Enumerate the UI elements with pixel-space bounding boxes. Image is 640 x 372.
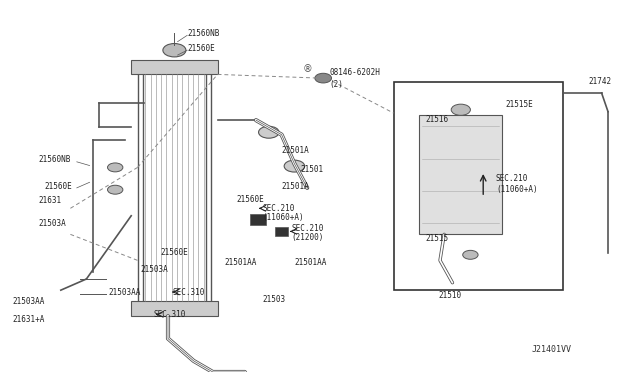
Text: 21560NB: 21560NB xyxy=(188,29,220,38)
Text: 21560E: 21560E xyxy=(45,182,72,190)
Bar xyxy=(138,67,211,309)
Text: 21510: 21510 xyxy=(438,291,461,300)
Text: (21200): (21200) xyxy=(291,233,324,242)
Text: J21401VV: J21401VV xyxy=(531,345,571,354)
Text: 21503AA: 21503AA xyxy=(109,288,141,296)
Text: (11060+A): (11060+A) xyxy=(262,213,304,222)
Circle shape xyxy=(108,163,123,172)
Circle shape xyxy=(259,126,279,138)
Text: 21501A: 21501A xyxy=(282,182,309,190)
Text: 21503A: 21503A xyxy=(141,265,168,274)
Text: 21631+A: 21631+A xyxy=(13,315,45,324)
Circle shape xyxy=(463,250,478,259)
Text: SEC.210: SEC.210 xyxy=(262,204,295,213)
Text: SEC.310: SEC.310 xyxy=(154,310,186,319)
Text: 21515E: 21515E xyxy=(506,100,533,109)
Circle shape xyxy=(451,104,470,115)
Text: SEC.310: SEC.310 xyxy=(173,288,205,296)
Text: 21560NB: 21560NB xyxy=(38,155,71,164)
Bar xyxy=(143,70,206,306)
Text: ®: ® xyxy=(302,64,312,74)
Text: 21742: 21742 xyxy=(589,77,612,86)
Text: 08146-6202H: 08146-6202H xyxy=(330,68,380,77)
Text: 21501AA: 21501AA xyxy=(224,258,257,267)
Text: 21501A: 21501A xyxy=(282,146,309,155)
Bar xyxy=(131,60,218,74)
Text: 21501: 21501 xyxy=(301,165,324,174)
Text: 21503: 21503 xyxy=(262,295,285,304)
Circle shape xyxy=(163,44,186,57)
Circle shape xyxy=(284,160,305,172)
Text: 21501AA: 21501AA xyxy=(294,258,327,267)
Bar xyxy=(250,214,266,225)
Circle shape xyxy=(315,73,332,83)
Circle shape xyxy=(108,185,123,194)
Bar xyxy=(394,82,563,290)
Bar xyxy=(419,115,502,234)
Bar xyxy=(131,301,218,316)
Text: 21503AA: 21503AA xyxy=(13,297,45,306)
Text: 21631: 21631 xyxy=(38,196,61,205)
Text: (2): (2) xyxy=(330,80,344,89)
Text: 21560E: 21560E xyxy=(188,44,215,53)
Text: SEC.210: SEC.210 xyxy=(291,224,324,233)
Text: 21503A: 21503A xyxy=(38,219,66,228)
Bar xyxy=(275,227,288,236)
Text: 21560E: 21560E xyxy=(160,248,188,257)
Text: (11060+A): (11060+A) xyxy=(496,185,538,194)
Text: 21560E: 21560E xyxy=(237,195,264,203)
Text: 21515: 21515 xyxy=(426,234,449,243)
Text: SEC.210: SEC.210 xyxy=(496,174,529,183)
Text: 21516: 21516 xyxy=(426,115,449,124)
